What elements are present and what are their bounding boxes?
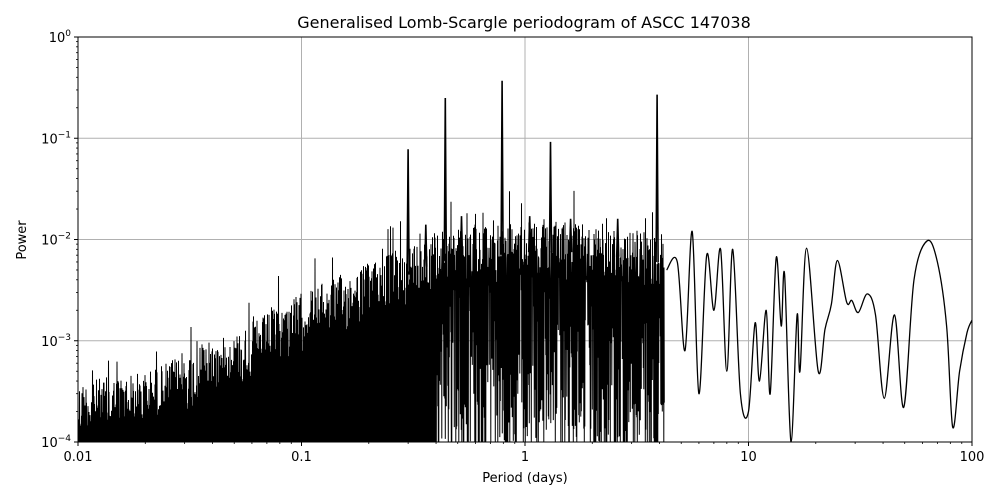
x-axis-ticks: 0.01 0.1 1 10 100 bbox=[64, 442, 985, 465]
periodogram-peak bbox=[568, 218, 573, 253]
y-tick-label: 10−4 bbox=[41, 434, 71, 451]
y-axis-ticks: 10−4 10−3 10−2 10−1 100 bbox=[41, 29, 78, 451]
power-series bbox=[78, 80, 972, 442]
smooth-long-period-tail bbox=[666, 230, 972, 442]
periodogram-peak bbox=[615, 218, 620, 257]
periodogram-peak bbox=[424, 224, 428, 267]
y-axis-label: Power bbox=[15, 220, 30, 260]
y-tick-label: 10−1 bbox=[41, 130, 71, 147]
y-tick-label: 10−2 bbox=[41, 232, 71, 249]
periodogram-peak bbox=[500, 80, 504, 255]
periodogram-peak bbox=[527, 216, 532, 253]
periodogram-peak bbox=[459, 216, 464, 260]
x-tick-label: 100 bbox=[960, 450, 985, 465]
periodogram-peak bbox=[655, 94, 659, 263]
y-tick-label: 100 bbox=[49, 29, 72, 46]
chart-title: Generalised Lomb-Scargle periodogram of … bbox=[297, 13, 751, 32]
periodogram-peak bbox=[406, 149, 410, 275]
y-tick-label: 10−3 bbox=[41, 333, 71, 350]
noise-forest bbox=[78, 190, 665, 442]
x-tick-label: 1 bbox=[521, 450, 529, 465]
x-tick-label: 10 bbox=[740, 450, 757, 465]
periodogram-peak bbox=[548, 141, 553, 253]
x-tick-label: 0.1 bbox=[291, 450, 312, 465]
x-axis-label: Period (days) bbox=[482, 471, 568, 486]
periodogram-peak bbox=[443, 97, 448, 261]
x-tick-label: 0.01 bbox=[64, 450, 93, 465]
